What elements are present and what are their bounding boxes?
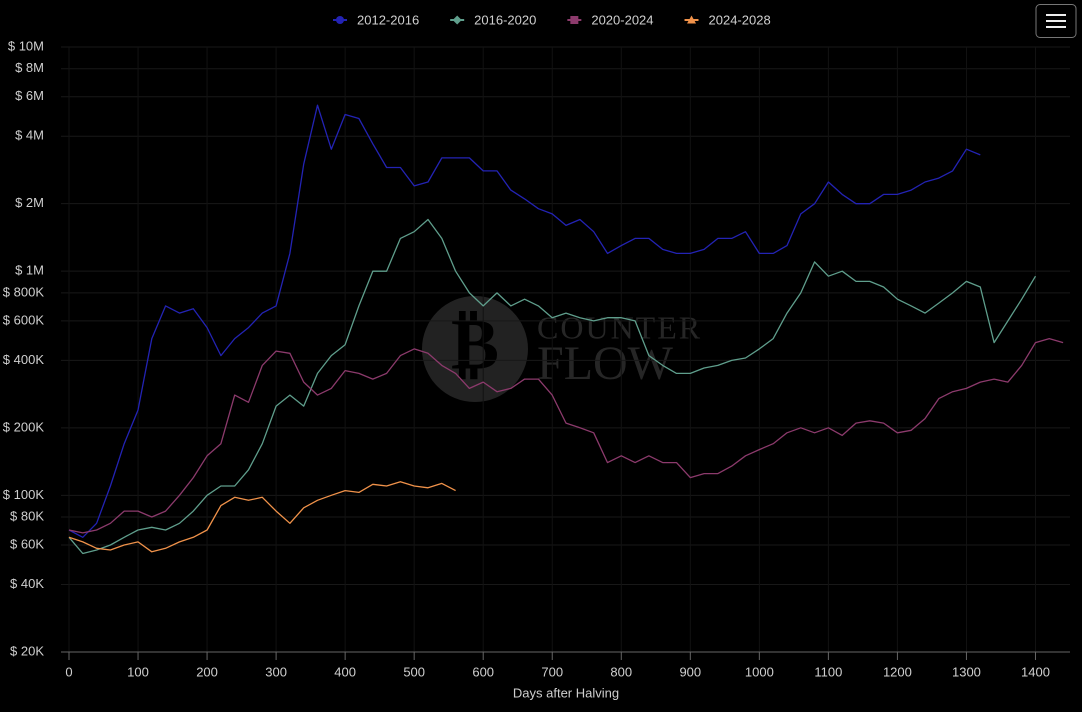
x-tick-label: 1200 bbox=[883, 664, 912, 679]
y-tick-label: $ 200K bbox=[3, 419, 45, 434]
legend-marker bbox=[452, 15, 462, 25]
legend-item[interactable]: 2016-2020 bbox=[450, 12, 536, 27]
legend-marker bbox=[687, 15, 697, 24]
series-line bbox=[68, 104, 981, 538]
y-tick-label: $ 400K bbox=[3, 352, 45, 367]
y-tick-label: $ 8M bbox=[15, 60, 44, 75]
x-tick-label: 900 bbox=[679, 664, 701, 679]
legend-item[interactable]: 2024-2028 bbox=[684, 12, 771, 27]
x-tick-label: 800 bbox=[610, 664, 632, 679]
y-tick-label: $ 600K bbox=[3, 312, 45, 327]
legend-marker bbox=[336, 16, 344, 24]
series-line bbox=[68, 481, 456, 553]
y-tick-label: $ 2M bbox=[15, 195, 44, 210]
legend-item[interactable]: 2012-2016 bbox=[333, 12, 419, 27]
y-tick-label: $ 6M bbox=[15, 88, 44, 103]
watermark-text: COUNTER bbox=[537, 309, 702, 345]
x-tick-label: 600 bbox=[472, 664, 494, 679]
x-tick-label: 1000 bbox=[745, 664, 774, 679]
axes: $ 20K $ 40K $ 60K $ 80K $ 100K $ 200K $ 400K $ … bbox=[3, 38, 1070, 679]
x-tick-label: 1300 bbox=[952, 664, 981, 679]
legend-item[interactable]: 2020-2024 bbox=[567, 12, 654, 27]
y-tick-label: $ 80K bbox=[10, 508, 44, 523]
menu-button[interactable] bbox=[1035, 4, 1077, 38]
watermark-logo bbox=[422, 296, 528, 402]
series-line bbox=[68, 218, 1037, 555]
x-tick-label: 0 bbox=[65, 664, 72, 679]
legend-label: 2020-2024 bbox=[591, 12, 653, 27]
legend-marker bbox=[570, 16, 579, 24]
x-tick-label: 300 bbox=[265, 664, 287, 679]
x-tick-label: 200 bbox=[196, 664, 218, 679]
x-tick-label: 400 bbox=[334, 664, 356, 679]
y-tick-label: $ 10M bbox=[8, 38, 44, 53]
y-tick-label: $ 1M bbox=[15, 263, 44, 278]
x-tick-label: 500 bbox=[403, 664, 425, 679]
y-tick-label: $ 40K bbox=[10, 576, 44, 591]
y-tick-label: $ 4M bbox=[15, 128, 44, 143]
legend-label: 2016-2020 bbox=[474, 12, 536, 27]
x-axis-title: Days after Halving bbox=[513, 685, 619, 700]
y-tick-label: $ 60K bbox=[10, 536, 44, 551]
x-tick-label: 100 bbox=[127, 664, 149, 679]
plot bbox=[68, 104, 1064, 555]
legend: 2012-2016 2016-2020 2020-2024 2024-2028 bbox=[333, 12, 771, 27]
x-tick-label: 1100 bbox=[814, 664, 842, 679]
y-tick-label: $ 100K bbox=[3, 487, 45, 502]
watermark: ₿ COUNTER FLOW bbox=[422, 296, 702, 402]
legend-label: 2024-2028 bbox=[709, 12, 771, 27]
y-tick-label: $ 20K bbox=[10, 643, 44, 658]
x-tick-label: 1400 bbox=[1021, 664, 1050, 679]
x-tick-label: 700 bbox=[541, 664, 563, 679]
legend-label: 2012-2016 bbox=[357, 12, 419, 27]
series-line bbox=[68, 337, 1064, 534]
watermark-text: FLOW bbox=[537, 337, 674, 390]
grid bbox=[61, 46, 1070, 653]
watermark-icon: ₿ bbox=[451, 305, 499, 385]
y-tick-label: $ 800K bbox=[3, 284, 45, 299]
